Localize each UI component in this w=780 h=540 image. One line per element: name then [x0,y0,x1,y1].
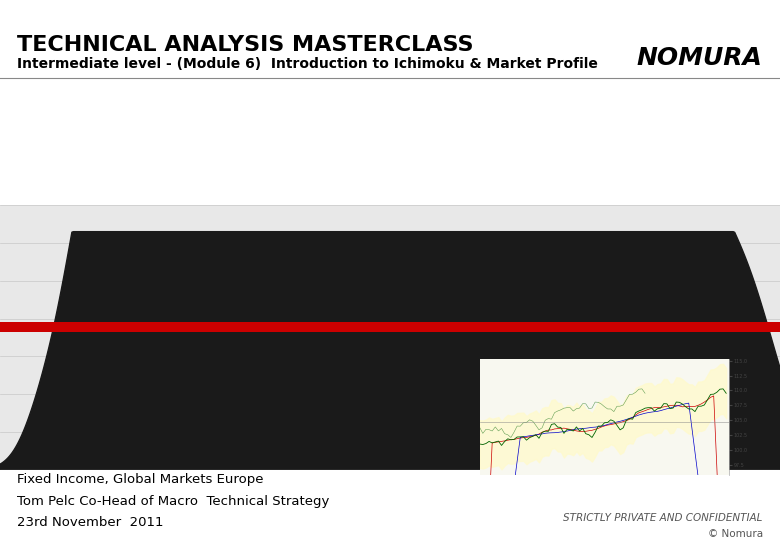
Text: Fixed Income, Global Markets Europe: Fixed Income, Global Markets Europe [17,473,264,487]
FancyBboxPatch shape [0,322,780,332]
FancyBboxPatch shape [0,470,780,540]
Text: TECHNICAL ANALYSIS MASTERCLASS: TECHNICAL ANALYSIS MASTERCLASS [17,35,473,55]
Text: Tom Pelc Co-Head of Macro  Technical Strategy: Tom Pelc Co-Head of Macro Technical Stra… [17,495,329,508]
Text: © Nomura: © Nomura [707,529,763,538]
Text: STRICTLY PRIVATE AND CONFIDENTIAL: STRICTLY PRIVATE AND CONFIDENTIAL [563,514,763,523]
Text: 23rd November  2011: 23rd November 2011 [17,516,164,530]
Text: NOMURA: NOMURA [637,46,763,70]
Text: Intermediate level - (Module 6)  Introduction to Ichimoku & Market Profile: Intermediate level - (Module 6) Introduc… [17,57,598,71]
FancyBboxPatch shape [0,205,780,470]
